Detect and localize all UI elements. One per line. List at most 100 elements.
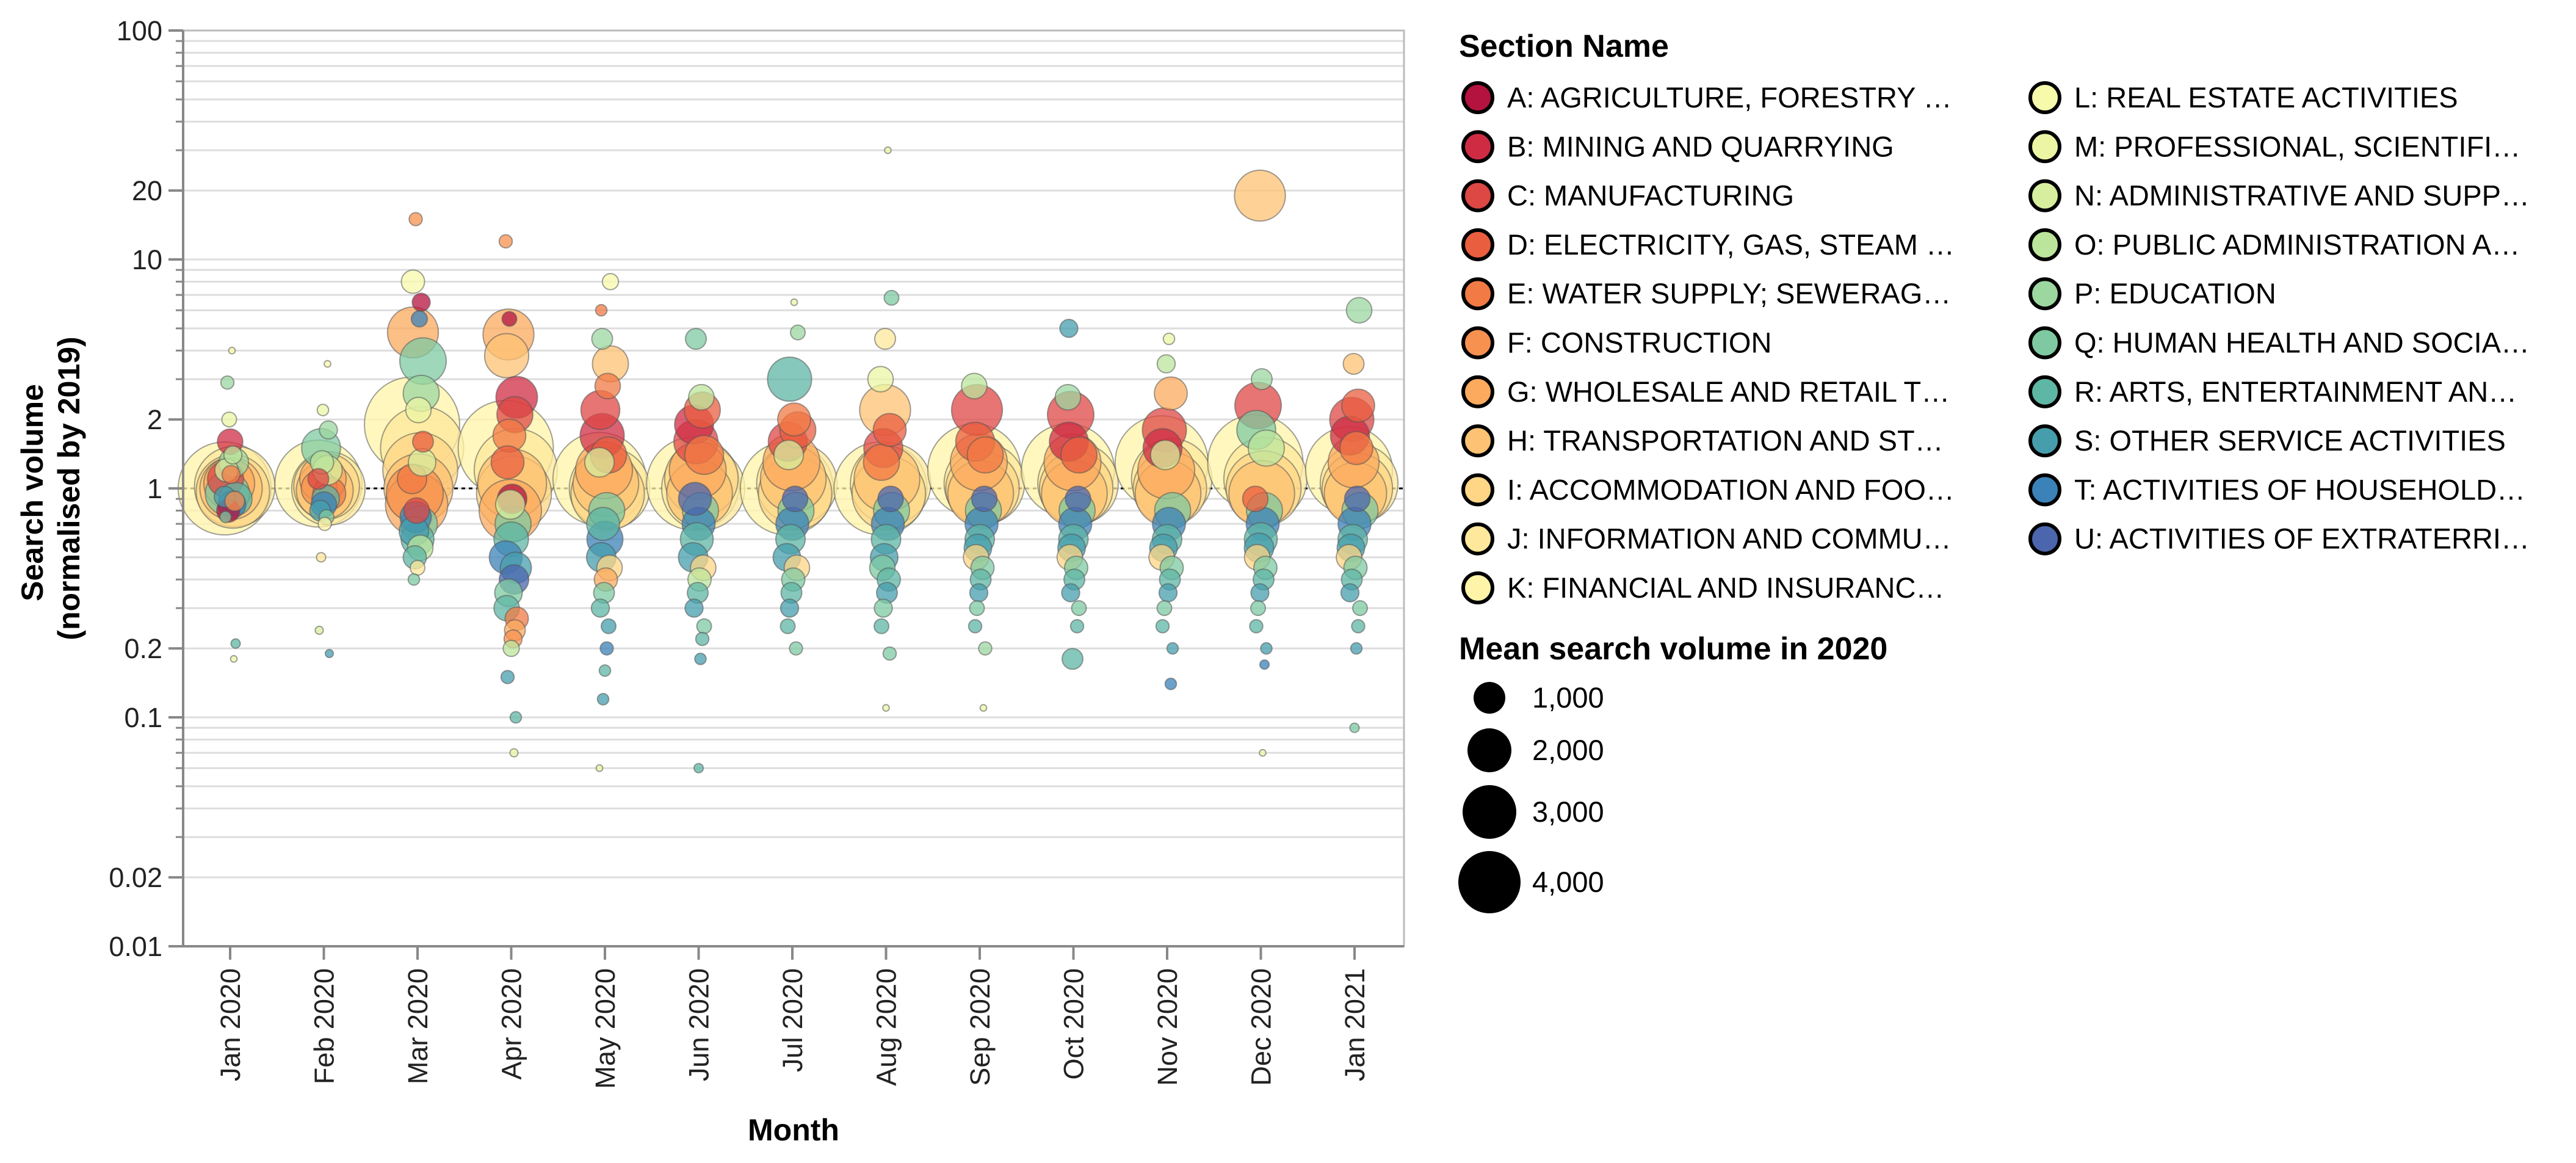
legend-label: T: ACTIVITIES OF HOUSEHOLD… — [2074, 473, 2525, 505]
data-point — [324, 360, 331, 368]
data-point — [873, 618, 890, 634]
y-tick-label: 100 — [117, 15, 162, 46]
data-point — [1155, 619, 1170, 634]
data-point — [863, 443, 900, 481]
data-point — [230, 654, 238, 663]
data-point — [781, 485, 809, 513]
legend-label: B: MINING AND QUARRYING — [1507, 130, 1894, 162]
data-point — [408, 212, 423, 226]
legend-swatch — [1461, 130, 1494, 164]
data-point — [767, 356, 812, 402]
legend-swatch — [1461, 571, 1494, 604]
data-point — [490, 445, 525, 480]
data-point — [780, 598, 800, 618]
data-points — [177, 146, 1399, 774]
legend-swatch — [2028, 522, 2061, 556]
data-point — [696, 618, 712, 634]
legend-swatch — [2028, 424, 2061, 458]
legend-label: A: AGRICULTURE, FORESTRY … — [1507, 81, 1952, 114]
size-legend-label: 1,000 — [1532, 681, 1604, 714]
legend-label: J: INFORMATION AND COMMU… — [1507, 523, 1952, 555]
data-point — [790, 298, 798, 306]
data-point — [1069, 619, 1085, 634]
data-point — [1250, 583, 1270, 603]
y-axis-title-line-2: (normalised by 2019) — [52, 336, 86, 640]
color-legend-items: A: AGRICULTURE, FORESTRY … B: MINING AND … — [1461, 81, 2530, 604]
data-point — [969, 583, 989, 603]
size-legend-items: 1,000 2,000 3,000 4,000 — [1458, 681, 1604, 913]
data-point — [1166, 642, 1179, 655]
data-point — [694, 652, 707, 665]
data-point — [1162, 332, 1176, 346]
data-point — [979, 704, 988, 712]
data-point — [1340, 583, 1360, 603]
data-point — [1351, 600, 1369, 617]
data-point — [590, 598, 610, 618]
size-legend-circle — [1458, 851, 1521, 913]
data-point — [777, 402, 811, 437]
data-point — [874, 328, 897, 350]
data-point — [877, 485, 904, 513]
legend-label: U: ACTIVITIES OF EXTRATERRI… — [2074, 523, 2530, 555]
size-legend-title: Mean search volume in 2020 — [1459, 631, 1887, 667]
data-point — [498, 234, 513, 249]
data-point — [314, 625, 324, 636]
data-point — [317, 516, 332, 531]
legend-swatch — [2028, 130, 2061, 164]
data-point — [693, 763, 704, 774]
legend-swatch — [2028, 228, 2061, 261]
legend-label: O: PUBLIC ADMINISTRATION A… — [2074, 228, 2520, 261]
legend-label: R: ARTS, ENTERTAINMENT AN… — [2074, 375, 2517, 408]
data-point — [494, 489, 526, 520]
y-tick-label: 10 — [132, 244, 162, 275]
data-point — [1259, 659, 1270, 670]
legend-swatch — [2028, 375, 2061, 408]
data-point — [789, 324, 806, 341]
data-point — [688, 383, 715, 411]
data-point — [1061, 648, 1084, 670]
data-point — [410, 310, 429, 328]
data-point — [684, 435, 725, 476]
x-tick-label: Nov 2020 — [1152, 968, 1183, 1086]
data-point — [586, 507, 620, 542]
data-point — [219, 510, 232, 524]
data-point — [601, 273, 620, 291]
data-point — [1156, 354, 1176, 374]
legend-swatch — [2028, 277, 2061, 311]
y-axis-title: Search volume (normalised by 2019) — [15, 336, 86, 640]
data-point — [1164, 677, 1178, 690]
x-tick-label: Jul 2020 — [777, 968, 808, 1072]
data-point — [220, 375, 235, 390]
data-point — [223, 445, 243, 465]
legend-swatch — [1461, 473, 1494, 507]
data-point — [324, 648, 335, 659]
data-point — [773, 440, 805, 471]
data-point — [400, 269, 425, 294]
data-point — [1350, 642, 1363, 655]
data-point — [403, 497, 430, 524]
legend-swatch — [2028, 326, 2061, 360]
data-point — [882, 646, 897, 661]
legend-swatch — [1461, 326, 1494, 360]
legend-label: N: ADMINISTRATIVE AND SUPP… — [2074, 179, 2530, 212]
size-legend-label: 2,000 — [1532, 734, 1604, 766]
x-axis-ticks: Jan 2020 Feb 2020 Mar 2020 Apr 2020 May 2020… — [215, 946, 1370, 1089]
data-point — [230, 638, 241, 649]
data-point — [595, 303, 608, 317]
data-point — [1250, 368, 1273, 391]
color-legend-title: Section Name — [1459, 29, 1669, 64]
legend-swatch — [1461, 179, 1494, 212]
x-tick-label: Jan 2021 — [1339, 968, 1370, 1081]
data-point — [319, 420, 338, 440]
data-point — [884, 146, 892, 154]
data-point — [1339, 431, 1373, 465]
data-point — [966, 436, 1004, 474]
data-point — [407, 573, 421, 586]
size-legend-label: 3,000 — [1532, 795, 1604, 828]
data-point — [883, 289, 900, 306]
data-point — [509, 711, 523, 724]
x-tick-label: Dec 2020 — [1246, 968, 1277, 1086]
data-point — [591, 328, 613, 350]
legend-swatch — [2028, 179, 2061, 212]
x-tick-label: Jun 2020 — [684, 968, 715, 1081]
